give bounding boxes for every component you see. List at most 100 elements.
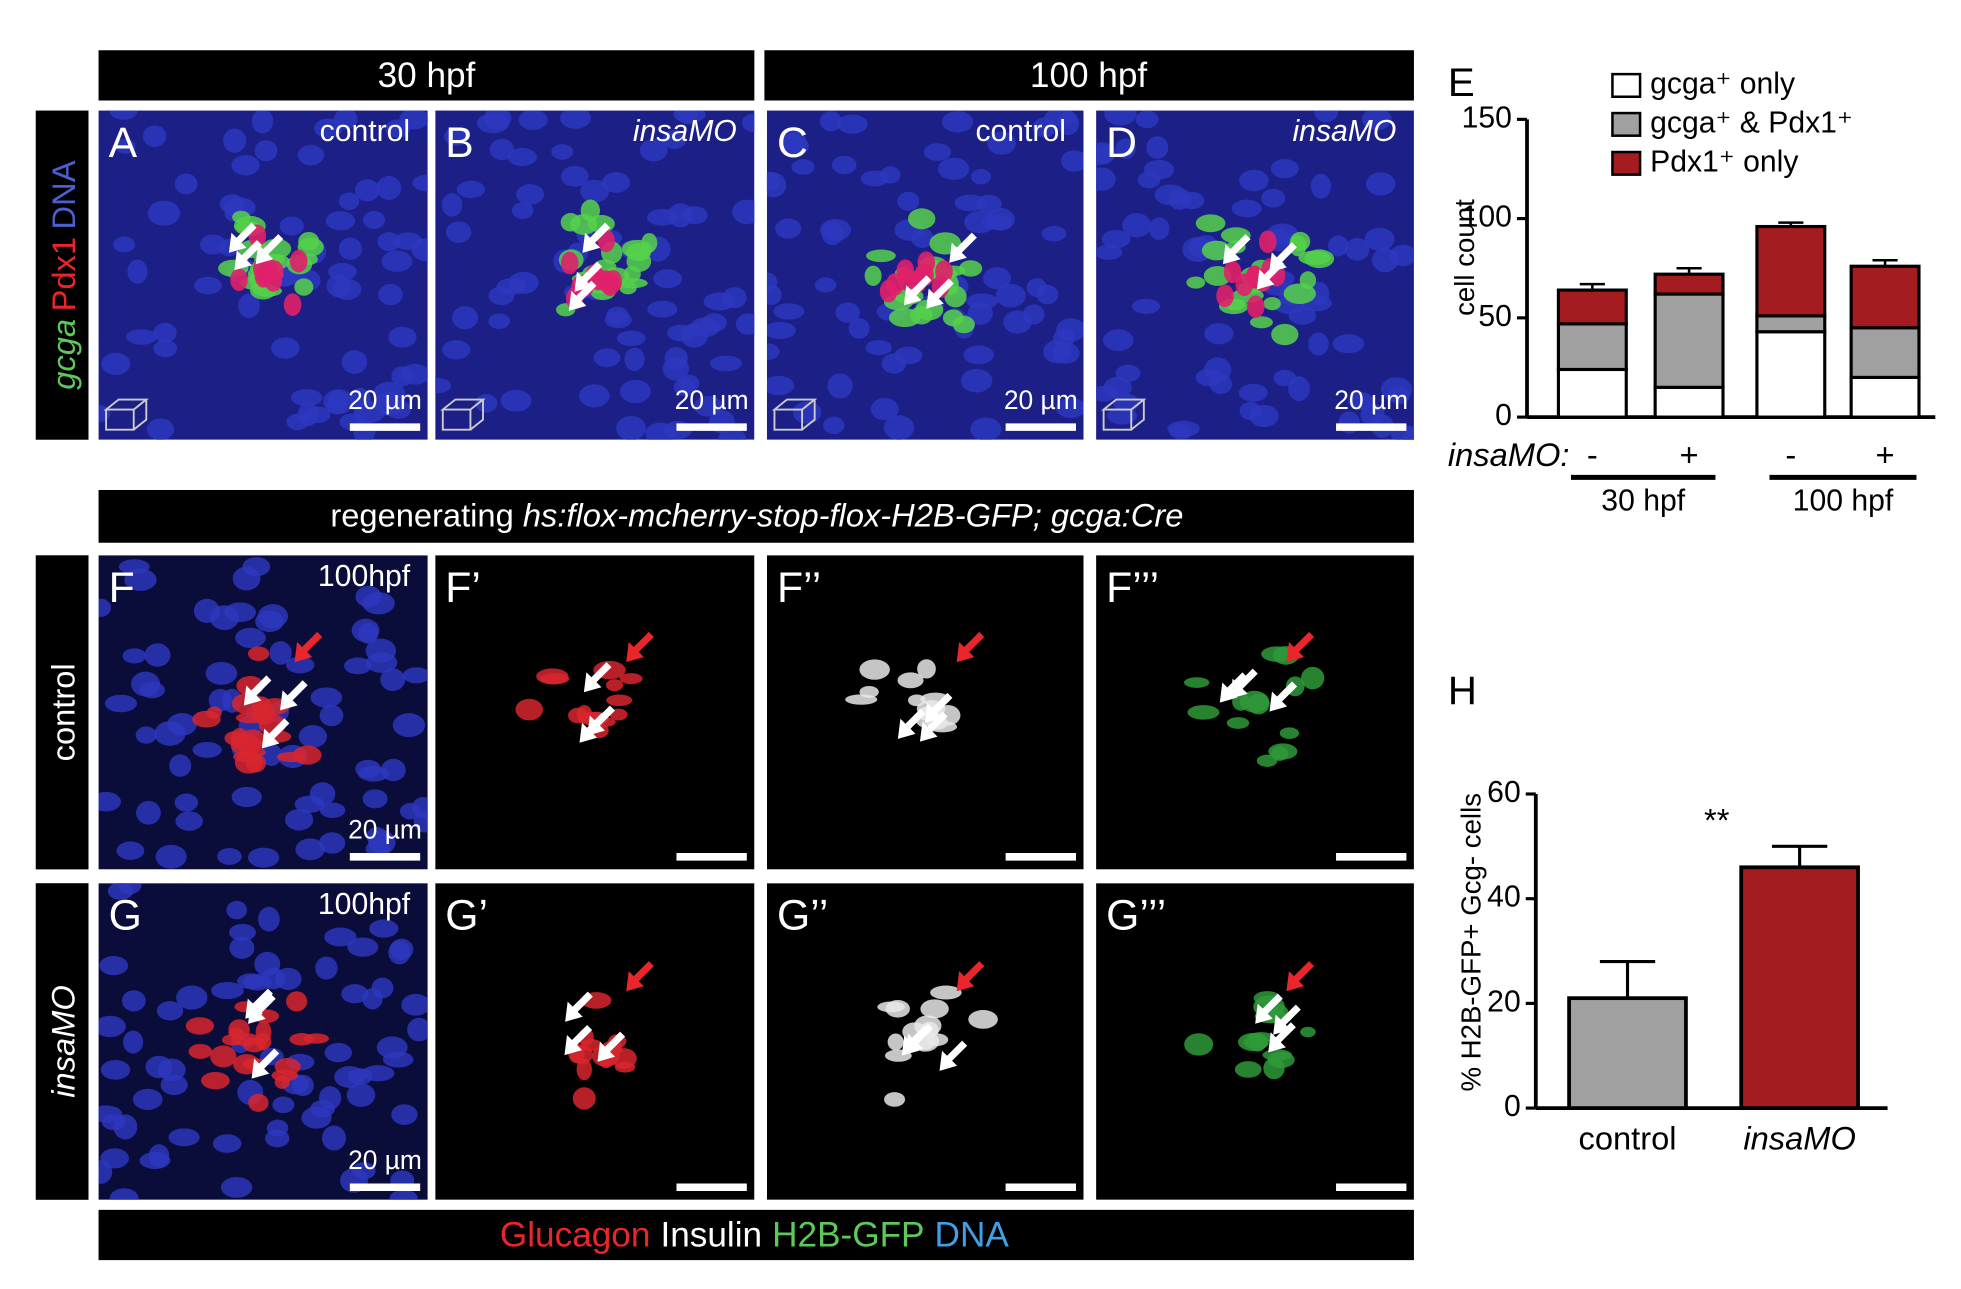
- nucleus: [1056, 318, 1084, 342]
- nucleus: [107, 883, 134, 900]
- cell: [185, 1017, 215, 1035]
- nucleus: [136, 800, 161, 825]
- nucleus: [358, 622, 379, 644]
- bar-segment: [1849, 326, 1921, 379]
- nucleus: [147, 200, 181, 226]
- nucleus: [1101, 229, 1131, 249]
- nucleus: [174, 173, 198, 195]
- nucleus: [135, 726, 157, 744]
- arrow: [597, 1031, 626, 1062]
- nucleus: [500, 389, 532, 412]
- cell: [859, 659, 890, 680]
- nucleus: [144, 643, 171, 667]
- nucleus: [860, 170, 889, 187]
- row-label: insaMO: [45, 985, 82, 1098]
- nucleus: [366, 827, 388, 846]
- significance: **: [1704, 802, 1730, 839]
- cell: [1234, 1061, 1262, 1078]
- group-label: 100 hpf: [1793, 485, 1894, 518]
- arrow: [1286, 631, 1315, 663]
- bar-segment: [1755, 314, 1827, 334]
- stain-word: gcga: [45, 319, 82, 390]
- nucleus: [579, 384, 610, 408]
- group-label: 30 hpf: [1601, 485, 1685, 518]
- cell: [245, 754, 267, 773]
- cell: [230, 268, 248, 292]
- nucleus: [766, 172, 787, 198]
- nucleus: [323, 389, 354, 415]
- nucleus: [1146, 136, 1169, 159]
- nucleus: [271, 337, 300, 359]
- cube-icon: [440, 398, 486, 431]
- row-label: control: [45, 663, 82, 761]
- nucleus: [897, 191, 920, 211]
- cell: [1201, 240, 1231, 261]
- nucleus: [742, 113, 755, 132]
- nucleus: [452, 306, 479, 330]
- nucleus: [1365, 172, 1396, 196]
- cell: [286, 991, 308, 1012]
- nucleus: [175, 811, 204, 831]
- cell: [248, 1093, 269, 1112]
- cell: [616, 278, 648, 289]
- micrograph: [766, 110, 1084, 440]
- side-bar: [35, 110, 89, 440]
- nucleus: [153, 339, 178, 358]
- nucleus: [676, 110, 699, 125]
- header-bar: [98, 50, 755, 101]
- nucleus: [1023, 304, 1045, 325]
- cell: [1223, 260, 1242, 284]
- nucleus: [382, 1051, 414, 1068]
- nucleus: [602, 172, 631, 193]
- nucleus: [109, 1188, 139, 1200]
- nucleus: [1314, 110, 1339, 123]
- nucleus: [1308, 281, 1330, 306]
- nucleus: [341, 350, 368, 374]
- scale-label: 20 µm: [348, 385, 422, 415]
- cell: [289, 249, 308, 273]
- nucleus: [235, 627, 266, 648]
- nucleus: [142, 125, 167, 148]
- nucleus: [290, 389, 323, 407]
- nucleus: [265, 1129, 290, 1148]
- nucleus: [399, 802, 421, 820]
- nucleus: [332, 278, 362, 300]
- nucleus: [369, 919, 399, 938]
- legend-word: Insulin: [660, 1216, 762, 1255]
- nucleus: [346, 1083, 376, 1108]
- nucleus: [401, 363, 428, 385]
- arrow: [582, 222, 611, 253]
- nucleus: [154, 721, 186, 746]
- nucleus: [551, 144, 574, 160]
- stain-label: gcga Pdx1 DNA: [45, 160, 82, 390]
- nucleus: [442, 340, 471, 360]
- nucleus: [653, 269, 683, 289]
- cube-icon: [103, 398, 149, 431]
- cell: [228, 1019, 250, 1040]
- cell: [1184, 1033, 1214, 1056]
- micrograph: [98, 555, 428, 870]
- cell: [560, 251, 579, 275]
- x-tick-label: control: [1578, 1119, 1676, 1156]
- stain-word: DNA: [45, 160, 82, 229]
- legend-bar: [98, 1209, 1414, 1261]
- nucleus: [923, 143, 952, 161]
- micrograph: [435, 110, 755, 440]
- panel-label: C: [777, 119, 808, 167]
- nucleus: [122, 648, 147, 664]
- header: 30 hpf: [378, 56, 476, 95]
- nucleus: [1380, 377, 1413, 402]
- nucleus: [970, 168, 992, 185]
- nucleus: [938, 157, 970, 181]
- cell: [1301, 666, 1325, 690]
- cell: [1256, 754, 1278, 767]
- x-tick-label: +: [1680, 436, 1699, 473]
- y-tick-label: 150: [1462, 101, 1512, 134]
- y-tick-label: 0: [1504, 1090, 1521, 1123]
- nucleus: [220, 1177, 253, 1198]
- panel-condition: control: [320, 115, 410, 148]
- cell: [910, 305, 933, 325]
- cell: [614, 1061, 636, 1073]
- nucleus: [1169, 424, 1193, 440]
